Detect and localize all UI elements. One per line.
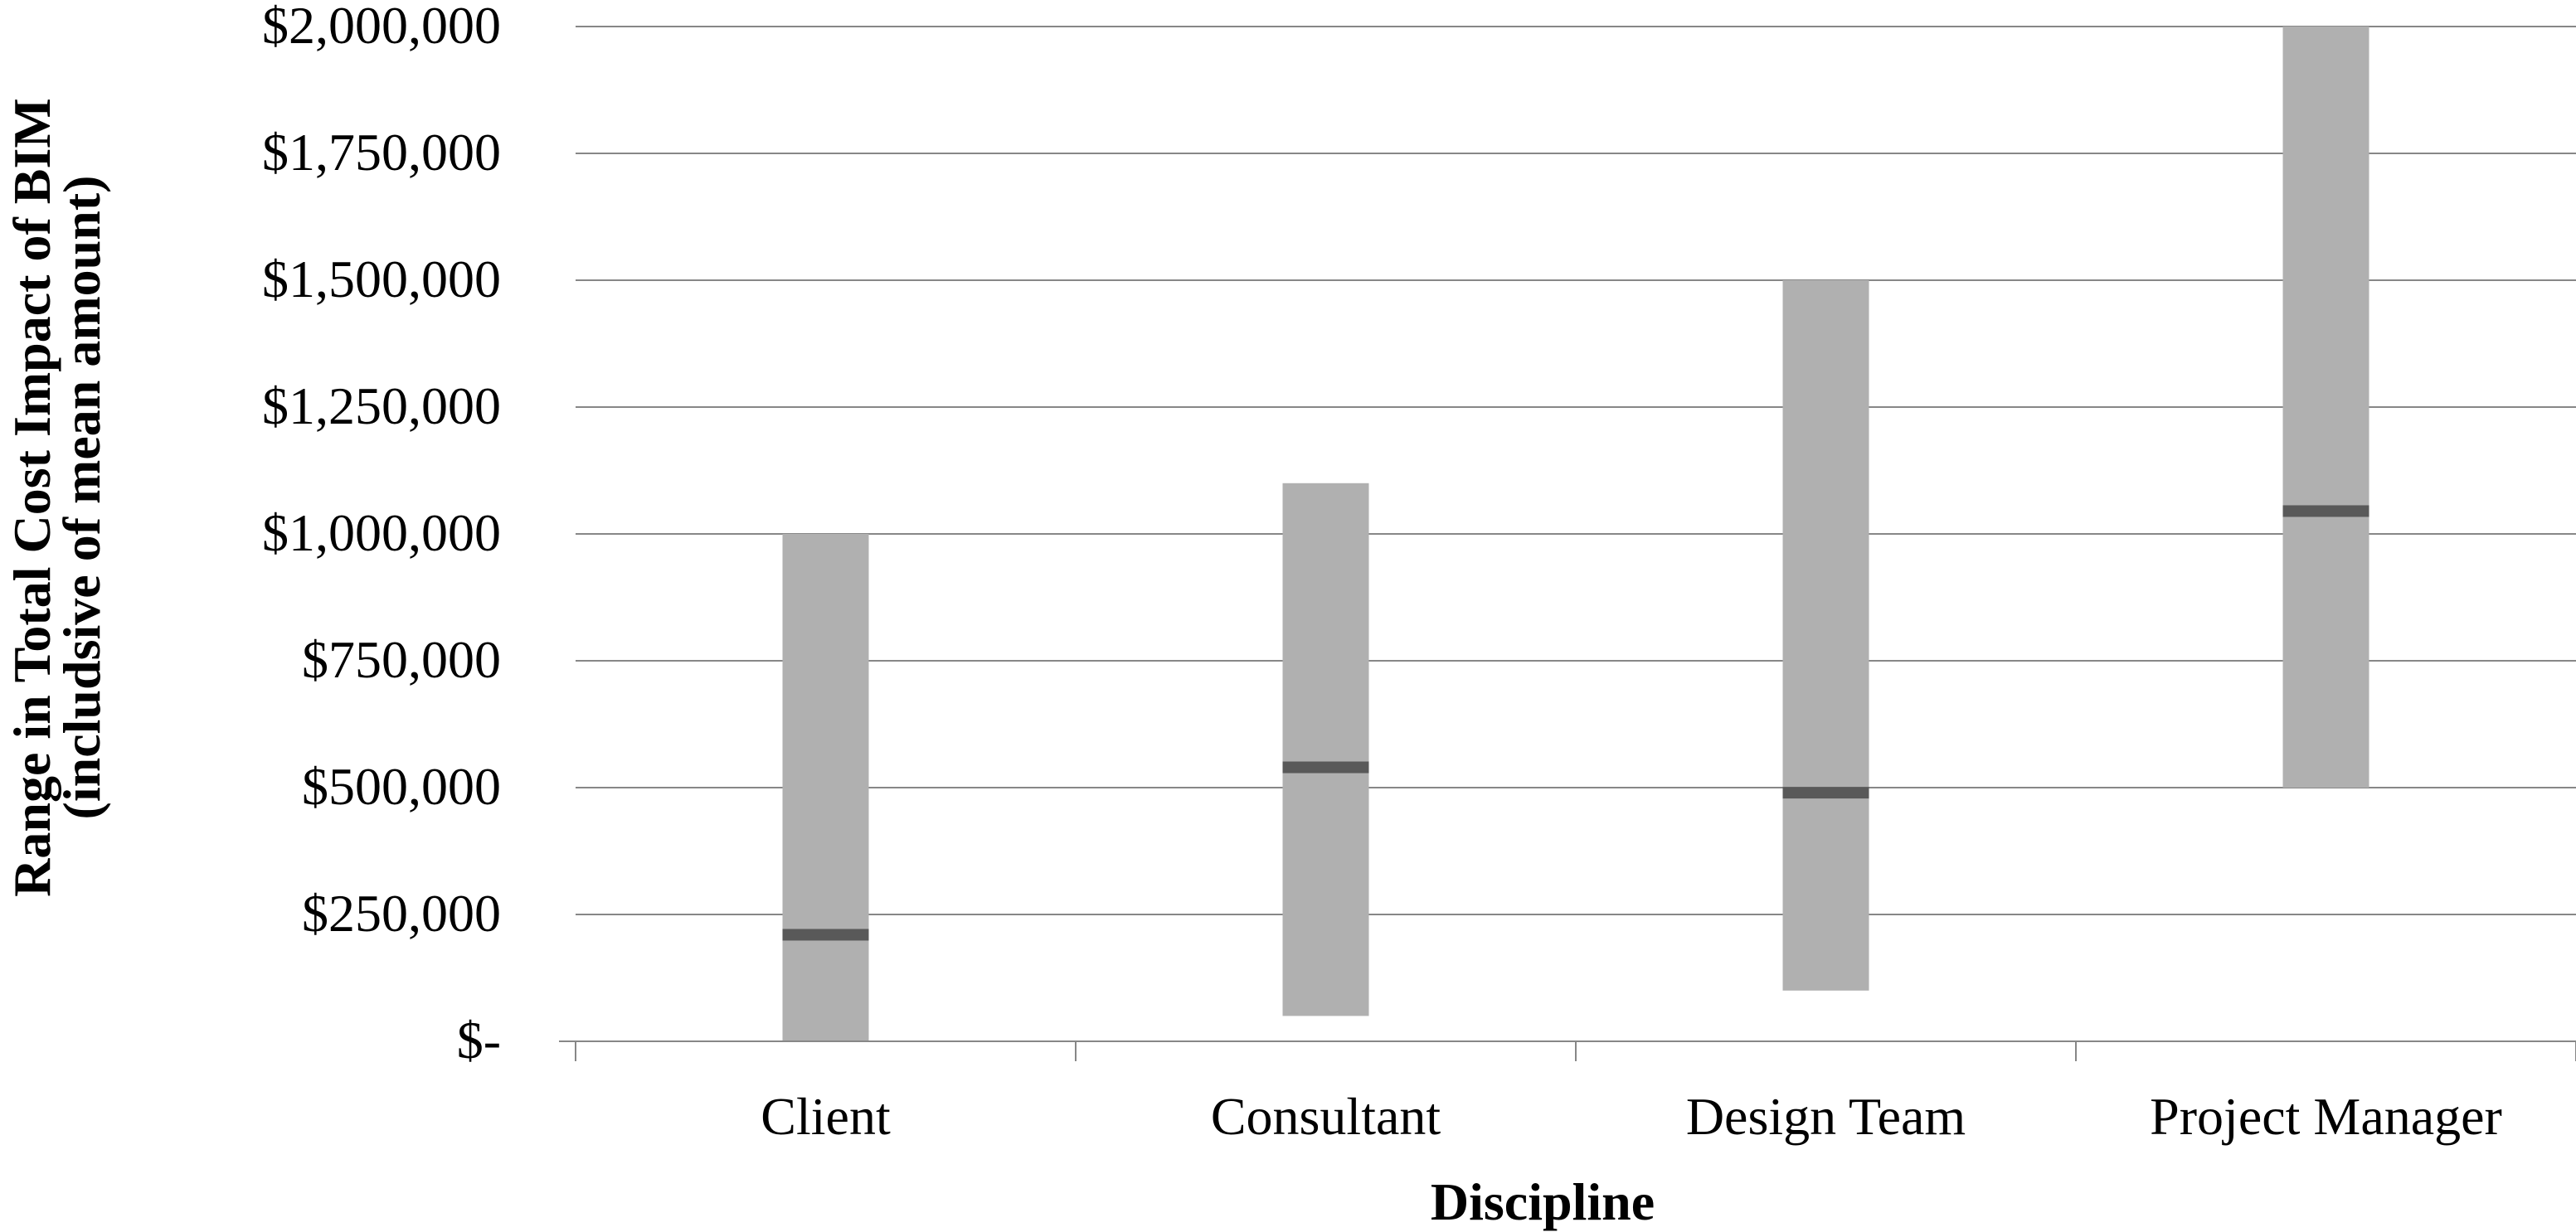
- mean-marker: [1782, 787, 1869, 799]
- mean-marker: [782, 929, 869, 941]
- y-tick-label: $1,250,000: [262, 376, 501, 435]
- y-tick-label: $2,000,000: [262, 0, 501, 55]
- x-tick-label: Design Team: [1686, 1087, 1966, 1146]
- x-tick-label: Project Manager: [2150, 1087, 2502, 1146]
- y-tick-labels: $- $250,000 $500,000 $750,000 $1,000,000 $1,2…: [262, 0, 501, 1070]
- y-axis-title-group: Range in Total Cost Impact of BIM (inclu…: [2, 98, 111, 897]
- gridlines: [576, 26, 2576, 1042]
- range-bar: [1782, 280, 1869, 991]
- y-axis-title-line1: Range in Total Cost Impact of BIM: [2, 98, 61, 897]
- x-tick-label: Client: [761, 1087, 891, 1146]
- range-bar: [1282, 483, 1369, 1016]
- x-tick-labels: Client Consultant Design Team Project Manag…: [761, 1087, 2502, 1146]
- y-tick-label: $1,500,000: [262, 250, 501, 308]
- x-axis-title: Discipline: [1431, 1172, 1655, 1231]
- y-tick-label: $750,000: [302, 630, 501, 689]
- x-axis: [559, 1040, 2576, 1061]
- y-tick-label: $-: [457, 1011, 501, 1070]
- range-bars: [782, 27, 2369, 1041]
- y-tick-label: $500,000: [302, 757, 501, 816]
- range-bar: [2282, 27, 2369, 788]
- y-tick-label: $250,000: [302, 884, 501, 943]
- mean-marker: [2282, 505, 2369, 517]
- y-tick-label: $1,000,000: [262, 503, 501, 562]
- mean-markers: [782, 505, 2369, 941]
- y-axis-title-line2: (includsive of mean amount): [52, 176, 111, 820]
- range-bar: [782, 534, 869, 1041]
- mean-marker: [1282, 761, 1369, 774]
- y-tick-label: $1,750,000: [262, 123, 501, 182]
- x-tick-label: Consultant: [1211, 1087, 1441, 1146]
